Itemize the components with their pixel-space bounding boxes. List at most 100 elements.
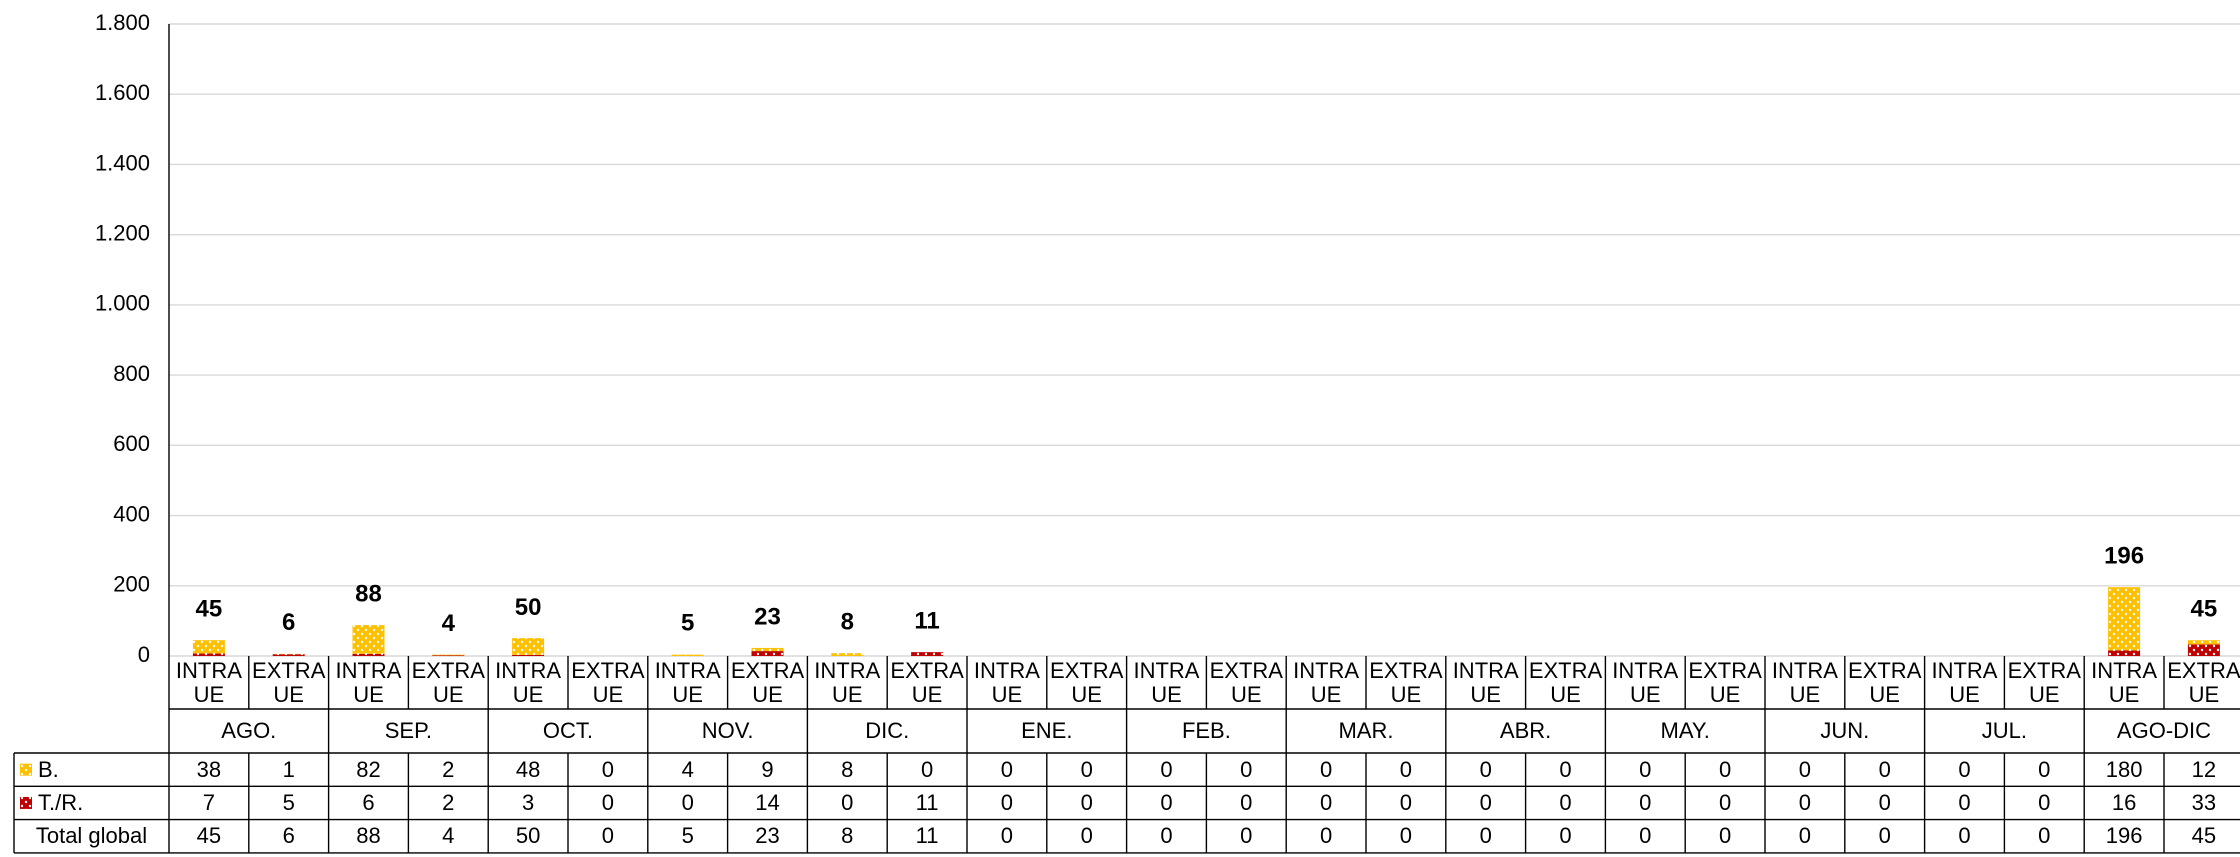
table-value: 4 (681, 756, 694, 782)
group-label: AGO-DIC (2116, 718, 2212, 743)
subcategory-label: EXTRA UE (411, 657, 485, 707)
table-value: 0 (1479, 756, 1492, 782)
table-value: 0 (1319, 756, 1333, 782)
table-value: 48 (515, 756, 541, 782)
legend-label: T./R. (38, 789, 84, 815)
group-label: ABR. (1499, 718, 1552, 743)
bar-segment (272, 654, 305, 656)
table-total: 0 (1559, 823, 1572, 849)
table-value: 12 (2191, 756, 2217, 782)
bar-segment (751, 647, 784, 652)
bar-segment (831, 653, 864, 656)
table-total: 23 (755, 823, 780, 849)
table-total: 196 (2105, 823, 2143, 849)
group-label: NOV. (701, 718, 754, 743)
table-total: 4 (442, 823, 455, 849)
y-tick-label: 1.000 (95, 291, 150, 316)
y-tick-label: 1.200 (95, 220, 150, 245)
table-value: 0 (1319, 789, 1333, 815)
table-total: 0 (1000, 823, 1014, 849)
group-label: DIC. (865, 718, 910, 743)
bar-segment (751, 651, 784, 656)
table-total: 8 (841, 823, 854, 849)
table-value: 0 (1000, 756, 1014, 782)
table-total: 45 (196, 823, 222, 849)
subcategory-label: INTRA UE (495, 657, 562, 707)
table-value: 7 (202, 789, 216, 815)
bar-segment (192, 653, 225, 656)
table-value: 0 (1160, 756, 1173, 782)
bar-segment (512, 654, 545, 656)
table-total: 50 (515, 823, 541, 849)
table-value: 0 (2038, 789, 2051, 815)
subcategory-label: INTRA UE (654, 657, 721, 707)
table-value: 6 (362, 789, 375, 815)
table-total: 11 (915, 823, 939, 849)
table-total: 0 (2038, 823, 2051, 849)
table-value: 2 (442, 789, 455, 815)
table-total: 0 (1319, 823, 1333, 849)
group-label: MAY. (1660, 718, 1710, 743)
table-value: 0 (601, 789, 615, 815)
table-total: 6 (282, 823, 295, 849)
table-value: 3 (521, 789, 535, 815)
y-tick-label: 1.800 (95, 10, 150, 35)
table-total: 0 (1878, 823, 1891, 849)
table-value: 0 (1160, 789, 1173, 815)
bar-segment (2108, 587, 2141, 651)
table-value: 0 (1718, 789, 1732, 815)
table-value: 16 (2111, 789, 2137, 815)
total-label: 8 (841, 609, 854, 636)
legend-key (20, 763, 32, 776)
table-total: 0 (1718, 823, 1732, 849)
table-value: 0 (1080, 756, 1093, 782)
table-value: 0 (1878, 756, 1891, 782)
y-tick-label: 800 (113, 361, 150, 386)
bar-segment (2187, 644, 2220, 656)
subcategory-label: INTRA UE (335, 657, 402, 707)
table-value: 0 (1559, 789, 1572, 815)
total-label: 45 (2191, 596, 2218, 623)
table-value: 11 (915, 789, 939, 815)
subcategory-label: INTRA UE (1293, 657, 1360, 707)
table-value: 0 (1958, 789, 1971, 815)
total-label: 45 (196, 596, 223, 623)
table-value: 0 (1080, 789, 1093, 815)
table-value: 0 (2038, 756, 2051, 782)
table-value: 82 (356, 756, 381, 782)
table-value: 0 (1399, 789, 1413, 815)
legend-key (20, 796, 32, 809)
subcategory-label: INTRA UE (1931, 657, 1998, 707)
group-label: OCT. (542, 718, 594, 743)
y-tick-label: 1.600 (95, 80, 150, 105)
total-label: 88 (355, 580, 382, 607)
bar-segment (432, 655, 465, 656)
group-label: ENE. (1021, 718, 1073, 743)
subcategory-label: EXTRA UE (571, 657, 645, 707)
subcategory-label: INTRA UE (1612, 657, 1679, 707)
subcategory-label: EXTRA UE (252, 657, 326, 707)
table-total: 0 (1958, 823, 1971, 849)
bar-segment (671, 654, 704, 656)
total-label: 4 (442, 610, 456, 637)
y-tick-label: 400 (113, 501, 150, 526)
table-value: 0 (601, 756, 615, 782)
y-tick-label: 200 (113, 572, 150, 597)
table-value: 0 (1718, 756, 1732, 782)
table-total: 0 (1798, 823, 1812, 849)
subcategory-label: EXTRA UE (1209, 657, 1283, 707)
y-tick-label: 0 (138, 642, 150, 667)
table-value: 0 (1240, 789, 1253, 815)
table-total: 0 (1399, 823, 1413, 849)
table-value: 1 (282, 756, 295, 782)
table-value: 0 (1639, 789, 1652, 815)
total-label: 196 (2104, 543, 2144, 570)
legend-label: B. (38, 756, 59, 782)
subcategory-label: INTRA UE (1133, 657, 1200, 707)
subcategory-label: INTRA UE (1452, 657, 1519, 707)
bar-segment (352, 625, 385, 654)
subcategory-label: EXTRA UE (2167, 657, 2240, 707)
table-value: 0 (1878, 789, 1891, 815)
